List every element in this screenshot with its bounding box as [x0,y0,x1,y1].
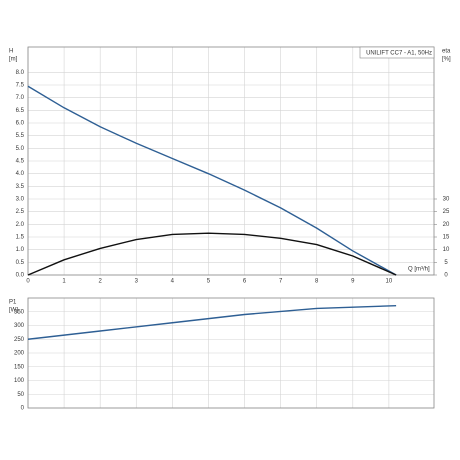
y-tick-label: 1.5 [16,235,25,241]
curve [27,85,397,276]
y-tick-label: 3.0 [16,197,25,203]
y2-tick-label: 25 [443,209,450,215]
y-axis-label: P1 [9,300,17,306]
y-tick-label: 5.0 [16,146,25,152]
x-tick-label: 9 [351,279,355,285]
y-tick-label: 0.5 [16,260,25,266]
x-axis-label: Q [m³/h] [408,267,430,273]
x-tick-label: 6 [243,279,247,285]
y-tick-label: 0.0 [16,273,25,279]
y-tick-label: 150 [14,364,25,370]
y-tick-label: 100 [14,378,25,384]
y-tick-label: 2.5 [16,209,25,215]
y-tick-label: 4.0 [16,171,25,177]
y-tick-label: 6.0 [16,121,25,127]
y-tick-label: 250 [14,337,25,343]
curve [27,232,397,276]
x-tick-label: 7 [279,279,283,285]
y2-axis-unit: [%] [442,57,451,63]
y2-tick-label: 10 [443,247,450,253]
plot-frame [27,46,435,276]
y-tick-label: 3.5 [16,184,25,190]
y2-tick-label: 30 [443,197,450,203]
y2-tick-label: 20 [443,222,450,228]
y-tick-label: 6.5 [16,108,25,114]
x-tick-label: 2 [99,279,103,285]
y-tick-label: 5.5 [16,133,25,139]
x-tick-label: 10 [386,279,393,285]
x-tick-label: 3 [135,279,139,285]
y-axis-unit: [m] [9,57,18,63]
plot-frame [27,297,435,409]
legend-box [359,46,435,59]
y2-tick-label: 0 [444,273,448,279]
y-tick-label: 4.5 [16,159,25,165]
y-axis-label: H [9,49,13,55]
y-tick-label: 300 [14,323,25,329]
y-tick-label: 350 [14,309,25,315]
y-tick-label: 8.0 [16,70,25,76]
y-tick-label: 50 [17,392,24,398]
y-tick-label: 2.0 [16,222,25,228]
y-tick-label: 0 [21,406,25,412]
x-tick-label: 5 [207,279,211,285]
y2-tick-label: 5 [444,260,448,266]
x-tick-label: 4 [171,279,175,285]
y-tick-label: 200 [14,351,25,357]
y2-axis-label: eta [442,49,451,55]
curve [27,305,397,340]
y-axis-unit: [W] [9,308,18,314]
x-tick-label: 8 [315,279,319,285]
x-tick-label: 1 [62,279,66,285]
y-tick-label: 1.0 [16,247,25,253]
y2-tick-label: 15 [443,235,450,241]
y-tick-label: 7.0 [16,95,25,101]
y-tick-label: 7.5 [16,83,25,89]
legend-text: UNILIFT CC7 - A1, 50Hz [366,51,432,57]
x-tick-label: 0 [26,279,30,285]
